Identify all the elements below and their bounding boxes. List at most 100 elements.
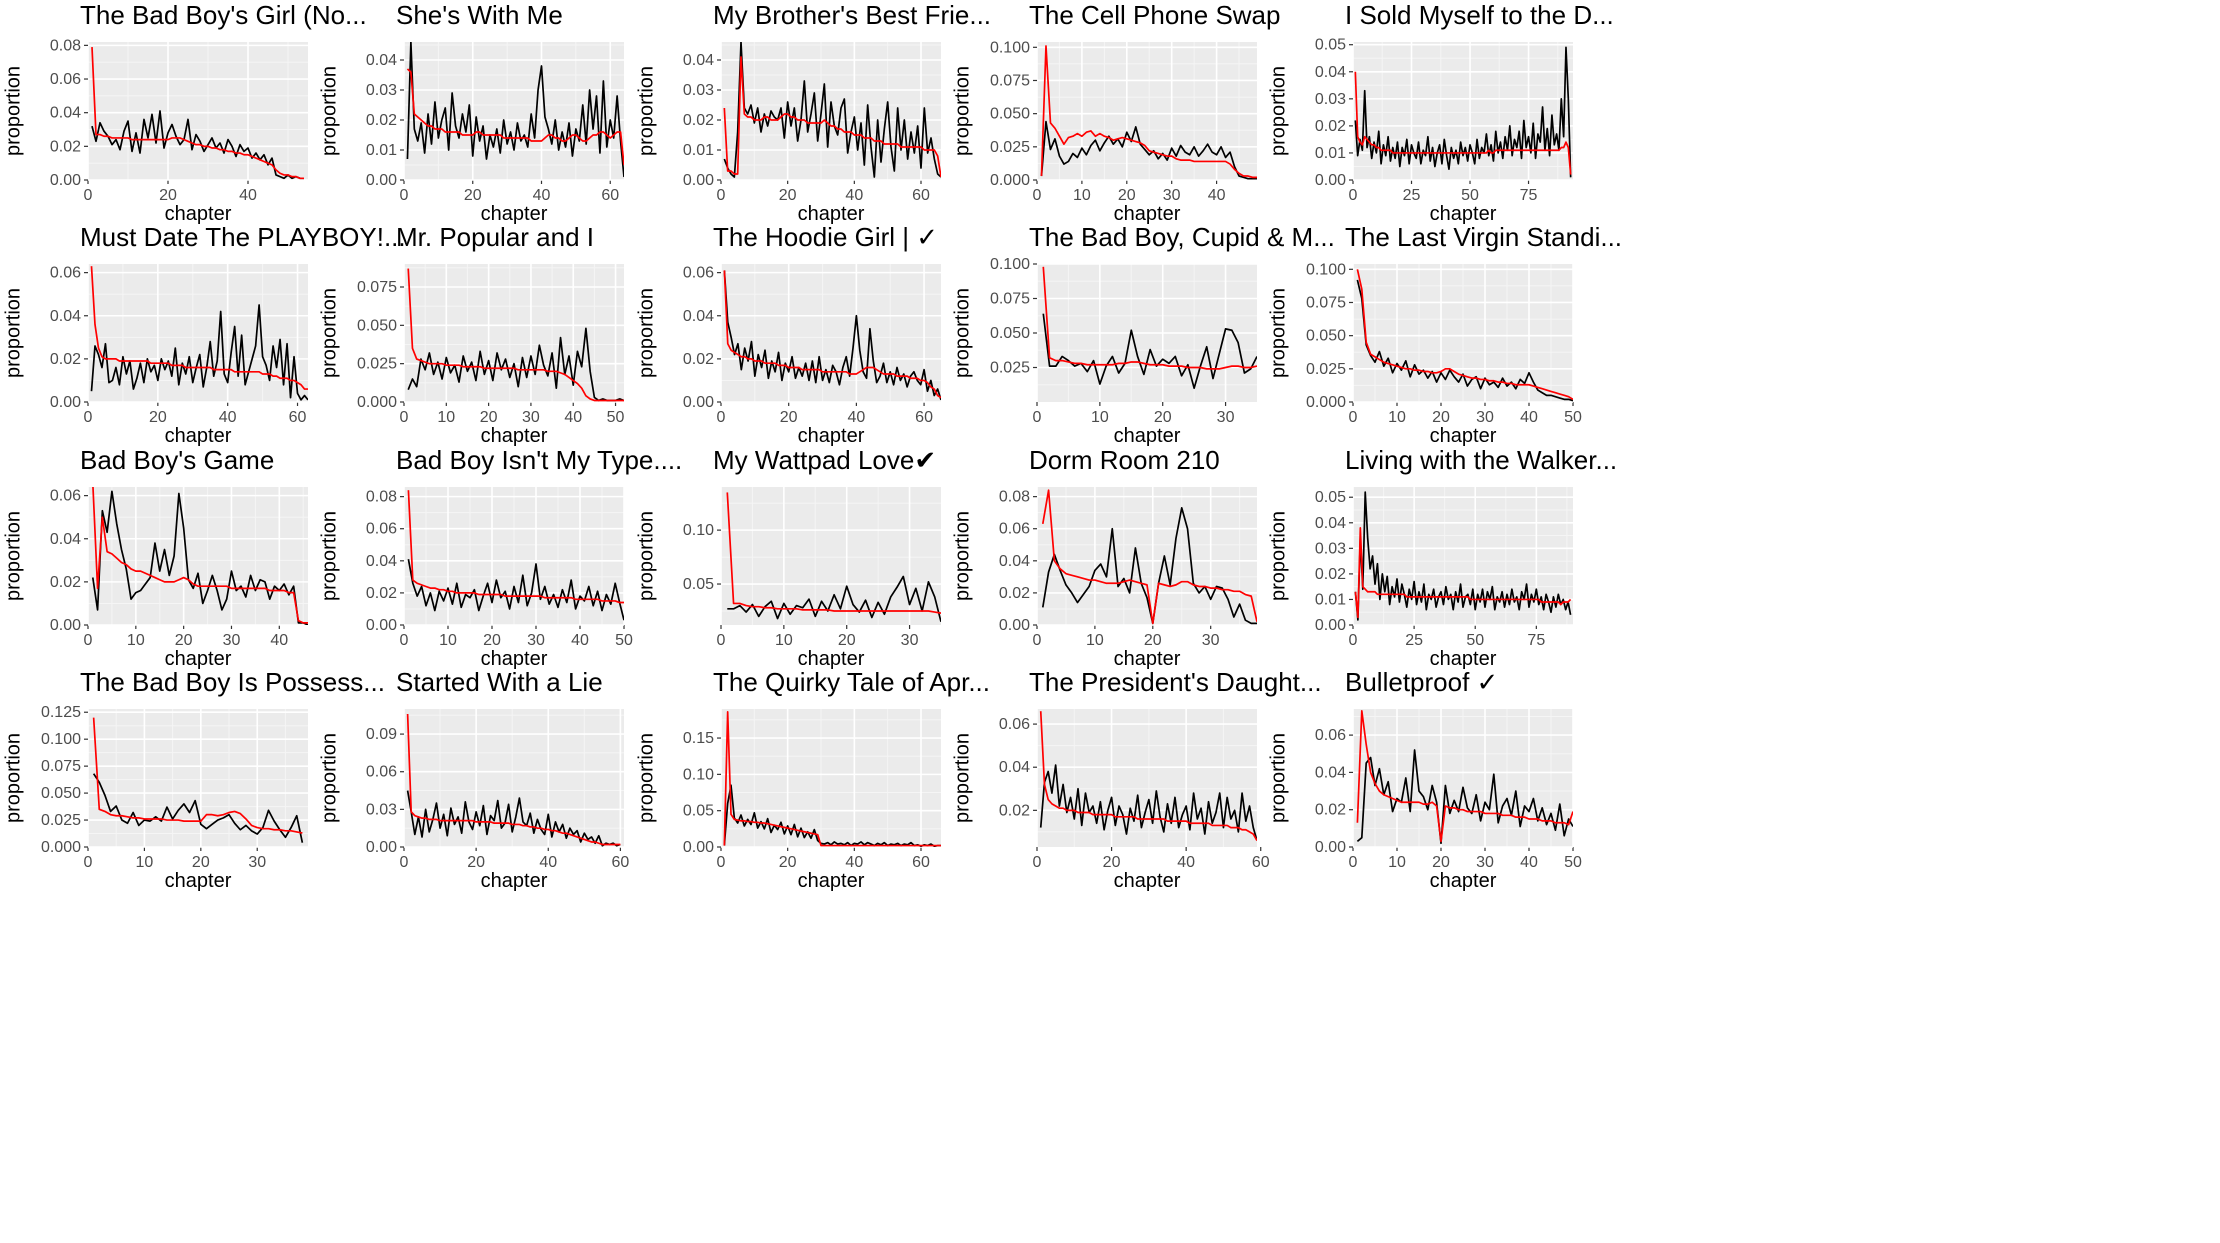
series-line-red bbox=[1041, 489, 1257, 625]
chart-panel-16: The Bad Boy Is Possess... 0 10 20 30 0.000 0.0… bbox=[0, 667, 385, 892]
series-line-red bbox=[1354, 71, 1572, 175]
y-axis-title: proportion bbox=[635, 288, 657, 378]
y-tick-label: 0.04 bbox=[366, 52, 397, 69]
chart-panel-5: I Sold Myself to the D... 0 25 50 75 0.00 0.01… bbox=[1265, 0, 1614, 225]
x-tick-label: 0 bbox=[84, 854, 93, 871]
plot-svg: 0 20 40 60 0.00 0.05 0.10 0.15 chapter proportion bbox=[635, 709, 941, 892]
x-tick-label: 20 bbox=[149, 409, 167, 426]
y-tick-label: 0.050 bbox=[1306, 328, 1346, 345]
chart-panel-17: Started With a Lie 0 20 40 60 0.00 0.03 0.06 0.0… bbox=[316, 667, 632, 892]
y-tick-label: 0.100 bbox=[990, 256, 1030, 273]
x-tick-label: 0 bbox=[717, 854, 726, 871]
chart-panel-3: My Brother's Best Frie... 0 20 40 60 0.00 0.01… bbox=[633, 0, 991, 225]
series-line-black bbox=[1354, 491, 1572, 621]
x-axis-title: chapter bbox=[798, 203, 865, 225]
y-tick-label: 0.03 bbox=[1315, 540, 1346, 557]
y-tick-label: 0.10 bbox=[683, 766, 714, 783]
y-tick-label: 0.075 bbox=[990, 72, 1030, 89]
y-tick-label: 0.04 bbox=[683, 308, 714, 325]
plot-background bbox=[1037, 42, 1257, 180]
y-tick-label: 0.050 bbox=[41, 785, 81, 802]
chart-panel-15: Living with the Walker... 0 25 50 75 0.00 0.01… bbox=[1265, 445, 1617, 670]
x-tick-label: 0 bbox=[84, 632, 93, 649]
y-tick-label: 0.01 bbox=[683, 142, 714, 159]
chart-panel-6: Must Date The PLAYBOY!... 0 20 40 60 0.00 0.02… bbox=[0, 222, 405, 447]
y-tick-label: 0.04 bbox=[50, 308, 81, 325]
y-tick-label: 0.06 bbox=[683, 265, 714, 282]
y-tick-label: 0.000 bbox=[41, 839, 81, 856]
chart-panel-10: The Last Virgin Standi... 0 10 20 30 40 50 0.00… bbox=[1265, 222, 1622, 447]
series-line-red bbox=[407, 268, 624, 402]
y-tick-label: 0.02 bbox=[999, 802, 1030, 819]
x-tick-label: 10 bbox=[1388, 409, 1406, 426]
y-tick-label: 0.03 bbox=[1315, 91, 1346, 108]
y-axis-title: proportion bbox=[1267, 511, 1289, 601]
y-tick-label: 0.03 bbox=[683, 82, 714, 99]
x-tick-label: 75 bbox=[1527, 632, 1545, 649]
y-tick-label: 0.04 bbox=[683, 52, 714, 69]
x-tick-label: 40 bbox=[1520, 409, 1538, 426]
y-tick-label: 0.02 bbox=[1315, 566, 1346, 583]
x-tick-label: 20 bbox=[779, 187, 797, 204]
y-tick-label: 0.025 bbox=[990, 360, 1030, 377]
x-tick-label: 20 bbox=[467, 854, 485, 871]
x-tick-label: 0 bbox=[717, 187, 726, 204]
x-axis-title: chapter bbox=[481, 425, 548, 447]
x-tick-label: 30 bbox=[1217, 409, 1235, 426]
y-tick-label: 0.06 bbox=[999, 716, 1030, 733]
y-tick-label: 0.06 bbox=[999, 521, 1030, 538]
x-tick-label: 30 bbox=[223, 632, 241, 649]
x-tick-label: 0 bbox=[400, 632, 409, 649]
x-tick-label: 10 bbox=[127, 632, 145, 649]
chart-title: Bad Boy Isn't My Type.... bbox=[396, 445, 683, 475]
y-tick-label: 0.04 bbox=[366, 553, 397, 570]
x-tick-label: 0 bbox=[1033, 187, 1042, 204]
plot-svg: 0 20 40 60 0.00 0.02 0.04 0.06 chapter proportion bbox=[635, 264, 941, 447]
y-axis-title: proportion bbox=[318, 511, 340, 601]
x-tick-label: 0 bbox=[1349, 632, 1358, 649]
x-axis-title: chapter bbox=[1430, 203, 1497, 225]
y-tick-label: 0.075 bbox=[41, 758, 81, 775]
x-tick-label: 50 bbox=[1564, 854, 1582, 871]
y-tick-label: 0.025 bbox=[1306, 361, 1346, 378]
y-axis-title: proportion bbox=[951, 288, 973, 378]
series-line-black bbox=[1039, 764, 1257, 841]
plot-background bbox=[1037, 709, 1257, 847]
y-tick-label: 0.01 bbox=[1315, 591, 1346, 608]
y-tick-label: 0.09 bbox=[366, 726, 397, 743]
series-line-red bbox=[406, 713, 621, 846]
series-line-black bbox=[406, 42, 624, 178]
series-line-red bbox=[723, 270, 941, 399]
plot-svg: 0 10 20 30 40 50 0.00 0.02 0.04 0.06 0.08 chapter pr… bbox=[318, 487, 633, 670]
x-tick-label: 30 bbox=[1202, 632, 1220, 649]
y-tick-label: 0.04 bbox=[999, 553, 1030, 570]
y-tick-label: 0.000 bbox=[357, 394, 397, 411]
x-tick-label: 30 bbox=[248, 854, 266, 871]
y-tick-label: 0.00 bbox=[1315, 617, 1346, 634]
chart-title: The Bad Boy, Cupid & M... bbox=[1029, 222, 1335, 252]
y-tick-label: 0.04 bbox=[1315, 764, 1346, 781]
plot-svg: 0 20 40 60 0.00 0.01 0.02 0.03 0.04 chapter propor… bbox=[635, 42, 941, 225]
x-tick-label: 0 bbox=[1033, 632, 1042, 649]
x-tick-label: 60 bbox=[601, 187, 619, 204]
chart-title: The Hoodie Girl | ✓ bbox=[713, 222, 939, 252]
chart-title: The Bad Boy's Girl (No... bbox=[80, 0, 367, 30]
x-tick-label: 30 bbox=[522, 409, 540, 426]
y-axis-title: proportion bbox=[635, 511, 657, 601]
y-tick-label: 0.08 bbox=[50, 37, 81, 54]
y-tick-label: 0.02 bbox=[50, 574, 81, 591]
chart-title: Bad Boy's Game bbox=[80, 445, 275, 475]
y-tick-label: 0.02 bbox=[366, 112, 397, 129]
series-line-black bbox=[727, 575, 941, 622]
x-tick-label: 20 bbox=[1118, 187, 1136, 204]
x-tick-label: 0 bbox=[1349, 187, 1358, 204]
x-tick-label: 20 bbox=[483, 632, 501, 649]
y-tick-label: 0.05 bbox=[1315, 489, 1346, 506]
y-tick-label: 0.05 bbox=[683, 576, 714, 593]
y-tick-label: 0.06 bbox=[366, 521, 397, 538]
series-line-red bbox=[91, 47, 304, 180]
series-line-red bbox=[90, 266, 308, 390]
chart-title: Mr. Popular and I bbox=[396, 222, 594, 252]
y-tick-label: 0.06 bbox=[366, 764, 397, 781]
series-line-red bbox=[92, 487, 308, 624]
